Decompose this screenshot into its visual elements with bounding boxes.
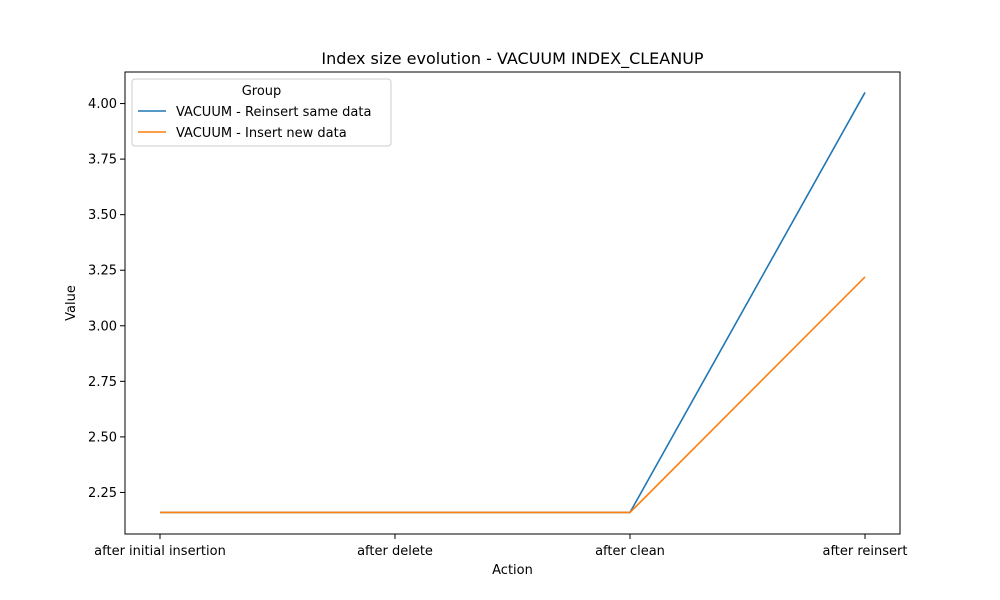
y-tick-label: 3.50 [88, 208, 117, 223]
y-axis-label: Value [64, 285, 79, 321]
legend-title: Group [242, 84, 282, 99]
x-tick-label: after clean [595, 544, 665, 559]
x-axis-label: Action [492, 563, 533, 578]
x-tick-label: after delete [357, 544, 433, 559]
y-tick-label: 3.25 [88, 264, 117, 279]
legend: Group VACUUM - Reinsert same data VACUUM… [131, 78, 392, 147]
chart-title: Index size evolution - VACUUM INDEX_CLEA… [321, 49, 703, 69]
series-line-1 [160, 92, 866, 514]
y-tick-label: 3.00 [88, 319, 117, 334]
x-tick-label: after initial insertion [94, 544, 226, 559]
plot-frame [124, 71, 901, 535]
y-tick-label: 2.25 [88, 486, 117, 501]
legend-box [131, 78, 392, 147]
series-line-2 [160, 276, 866, 514]
x-tick-label: after reinsert [822, 544, 907, 559]
y-tick-label: 2.75 [88, 375, 117, 390]
y-tick-label: 3.75 [88, 153, 117, 168]
y-tick-label: 2.50 [88, 430, 117, 445]
y-tick-label: 4.00 [88, 97, 117, 112]
legend-label-series-1: VACUUM - Reinsert same data [176, 105, 371, 120]
legend-label-series-2: VACUUM - Insert new data [176, 126, 347, 141]
